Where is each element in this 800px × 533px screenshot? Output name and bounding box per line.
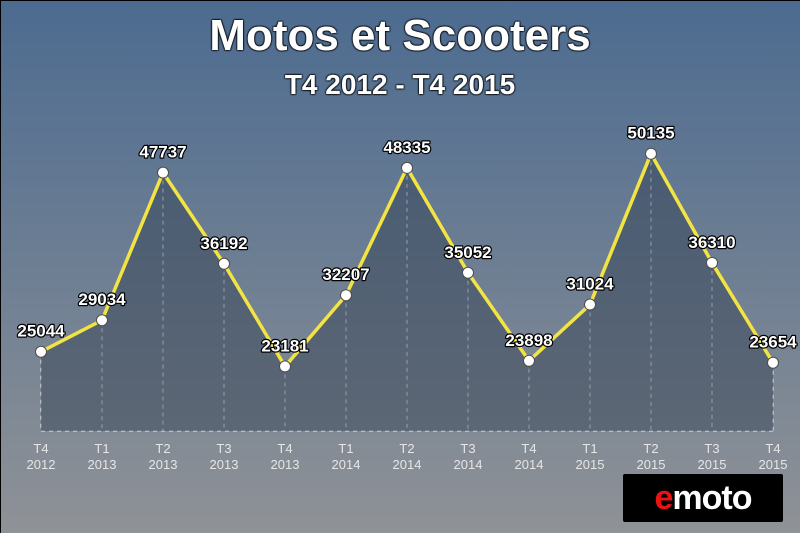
value-label: 23898: [505, 331, 552, 350]
data-point: [585, 299, 596, 310]
data-point: [36, 346, 47, 357]
x-axis-label: T42012: [27, 441, 56, 472]
data-point: [524, 355, 535, 366]
value-label: 48335: [383, 138, 430, 157]
logo-emoto: emoto: [623, 474, 783, 522]
x-axis-label: T12013: [88, 441, 117, 472]
x-axis-label: T42013: [271, 441, 300, 472]
x-axis-label: T42014: [515, 441, 544, 472]
data-point: [402, 162, 413, 173]
data-point: [707, 257, 718, 268]
value-label: 47737: [139, 143, 186, 162]
x-axis-label: T12015: [576, 441, 605, 472]
value-label: 23654: [749, 333, 797, 352]
data-point: [463, 267, 474, 278]
data-point: [219, 258, 230, 269]
data-point: [646, 148, 657, 159]
chart-container: Motos et Scooters T4 2012 - T4 2015 2504…: [0, 0, 800, 533]
value-label: 31024: [566, 275, 614, 294]
x-axis-label: T32015: [698, 441, 727, 472]
x-axis-label: T32014: [454, 441, 483, 472]
data-point: [280, 361, 291, 372]
data-point: [97, 315, 108, 326]
logo-e: e: [654, 479, 672, 518]
logo-moto: moto: [672, 479, 751, 518]
x-axis-label: T12014: [332, 441, 361, 472]
data-point: [341, 290, 352, 301]
value-label: 29034: [78, 290, 126, 309]
value-label: 32207: [322, 265, 369, 284]
x-axis-label: T22014: [393, 441, 422, 472]
area-fill: [41, 154, 773, 431]
value-label: 25044: [17, 322, 65, 341]
x-axis-label: T22013: [149, 441, 178, 472]
value-label: 23181: [261, 336, 308, 355]
line-chart: 25044 29034 47737 36192 23181 32207 48335 35052…: [1, 1, 800, 533]
x-axis-labels: T42012 T12013 T22013 T32013 T42013 T12014 T220…: [27, 441, 788, 472]
x-axis-label: T22015: [637, 441, 666, 472]
data-point: [158, 167, 169, 178]
value-label: 35052: [444, 243, 491, 262]
value-label: 36192: [200, 234, 247, 253]
value-label: 36310: [688, 233, 735, 252]
x-axis-label: T32013: [210, 441, 239, 472]
value-label: 50135: [627, 124, 674, 143]
x-axis-label: T42015: [759, 441, 788, 472]
data-point: [768, 357, 779, 368]
